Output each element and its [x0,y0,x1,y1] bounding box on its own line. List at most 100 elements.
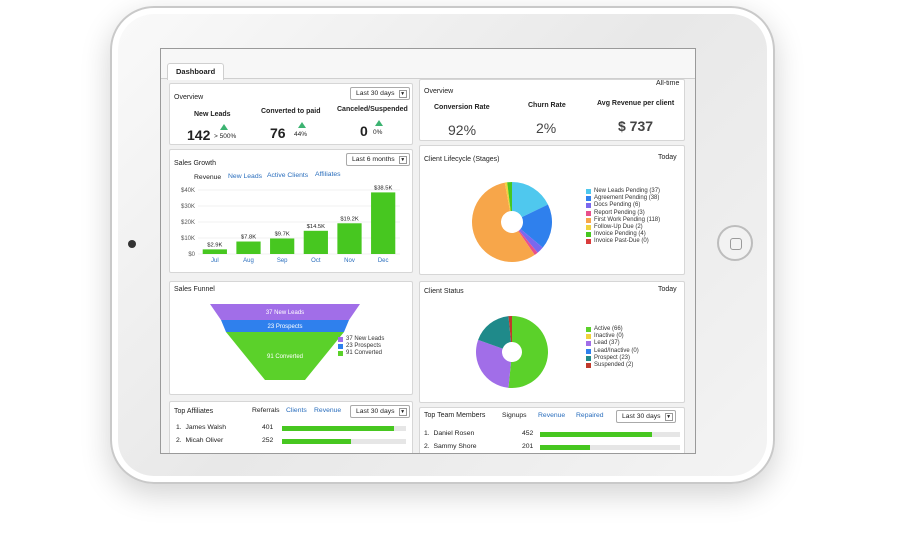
legend-swatch [586,239,591,245]
legend-swatch [586,348,591,354]
tab-new-leads[interactable]: New Leads [228,173,263,180]
period-dropdown[interactable]: Last 6 months ▼ [346,153,410,166]
period-label: Today [658,286,677,293]
legend-label: Suspended (2) [594,362,634,369]
period-dropdown[interactable]: Last 30 days ▼ [350,87,410,100]
legend-label: Report Pending (3) [594,209,645,216]
chevron-down-icon: ▼ [398,90,407,98]
tab-repaired[interactable]: Repaired [576,412,604,419]
tab-revenue[interactable]: Revenue [194,174,222,181]
pie-slice [519,229,543,253]
data-label: $7.8K [241,235,256,241]
legend-swatch [338,337,343,342]
bar [270,238,295,254]
tab-referrals[interactable]: Referrals [252,407,280,414]
progress-bar-fill [282,426,394,431]
tab-affiliates[interactable]: Affiliates [315,171,341,178]
tab-revenue[interactable]: Revenue [314,407,342,414]
metric-value: 92% [448,122,477,138]
legend-label: First Work Pending (118) [594,216,661,223]
client-status-legend: Active (66) Inactive (0) Lead (37) Lead/Ina… [586,326,639,369]
legend-label: 23 Prospects [346,343,382,350]
sales-growth-chart: $0 $10K $20K $30K $40K $2.9K Jul $7.8K Aug $9.7K S… [181,185,400,264]
funnel-segment [210,304,360,320]
sales-growth-panel: Sales Growth Last 6 months ▼ Revenue New … [169,149,413,273]
legend-item: Invoice Past-Due (0) [586,238,660,245]
legend-label: Docs Pending (6) [594,202,641,209]
legend-label: Active (66) [594,326,623,332]
client-lifecycle-legend: New Leads Pending (37) Agreement Pending … [586,188,660,246]
metric-label: Conversion Rate [434,104,490,111]
legend-label: 37 New Leads [346,336,385,342]
legend-item: Suspended (2) [586,362,639,369]
legend-swatch [338,344,343,350]
legend-item: Invoice Pending (4) [586,231,660,238]
data-label: $2.9K [207,242,222,248]
bar [303,230,328,254]
tab-bar: Dashboard [161,49,695,80]
period-dropdown[interactable]: Last 30 days ▼ [350,405,410,418]
x-tick-label: Jul [211,258,219,264]
chevron-down-icon: ▼ [398,156,407,164]
data-label: $38.5K [374,185,393,191]
client-status-pie [476,316,548,388]
tab-revenue[interactable]: Revenue [538,412,566,419]
metric-label: Avg Revenue per client [597,100,675,107]
pie-slice [472,182,535,262]
funnel-label: 91 Converted [267,354,303,360]
pie-slice [512,182,548,218]
up-arrow-icon [220,124,228,130]
pie-slice [504,182,511,212]
legend-item: Inactive (0) [586,333,639,340]
row-value: 401 [262,424,274,431]
x-tick-label: Oct [311,258,321,264]
row-value: 201 [522,443,534,450]
legend-label: Invoice Pending (4) [594,231,646,238]
legend-item: Follow-Up Due (2) [586,224,660,231]
legend-swatch [586,203,591,209]
legend-label: New Leads Pending (37) [594,188,661,194]
overview-panel: Overview Last 30 days ▼ New Leads 142 > 5… [169,83,413,145]
period-dropdown[interactable]: Last 30 days ▼ [616,410,676,423]
tab-dashboard[interactable]: Dashboard [167,63,225,80]
pie-slice [518,230,538,255]
sales-funnel-legend: 37 New Leads 23 Prospects 91 Converted [338,336,384,358]
legend-item: Report Pending (3) [586,210,660,217]
panel-title: Top Affiliates [174,408,214,415]
screen: Dashboard Overview Last 30 days ▼ New Lea… [160,48,696,454]
metric-change: > 500% [214,133,237,140]
home-button[interactable] [717,225,753,261]
metric-label: Converted to paid [261,108,321,115]
panel-title: Top Team Members [424,412,486,419]
legend-swatch [586,196,591,202]
legend-item: 91 Converted [338,350,384,357]
x-tick-label: Dec [378,258,389,264]
tab-active-clients[interactable]: Active Clients [267,172,309,179]
period-label: Today [658,154,677,161]
data-label: $9.7K [275,231,290,237]
progress-bar-fill [282,439,352,444]
client-lifecycle-pie [472,182,552,262]
legend-swatch [586,232,591,238]
legend-item: Lead/Inactive (0) [586,348,639,355]
legend-label: Prospect (23) [594,354,631,361]
bar [371,192,396,254]
chevron-down-icon: ▼ [398,408,407,416]
panel-title: Overview [424,88,454,95]
list-item: 1. Daniel Rosen [424,430,475,437]
legend-item: New Leads Pending (37) [586,188,660,195]
client-lifecycle-panel: Client Lifecycle (Stages) Today New Lead… [419,145,685,275]
panel-title: Client Status [424,288,464,295]
legend-item: Active (66) [586,326,639,333]
bar [236,241,261,254]
up-arrow-icon [298,122,306,128]
progress-bar-fill [540,445,591,450]
tab-signups[interactable]: Signups [502,412,527,419]
funnel-label: 37 New Leads [266,310,304,316]
y-tick-label: $0 [188,252,195,258]
funnel-segment [226,332,344,380]
legend-item: Docs Pending (6) [586,202,660,209]
data-label: $19.2K [340,216,359,222]
tab-clients[interactable]: Clients [286,407,307,414]
pie-slice [508,316,512,343]
